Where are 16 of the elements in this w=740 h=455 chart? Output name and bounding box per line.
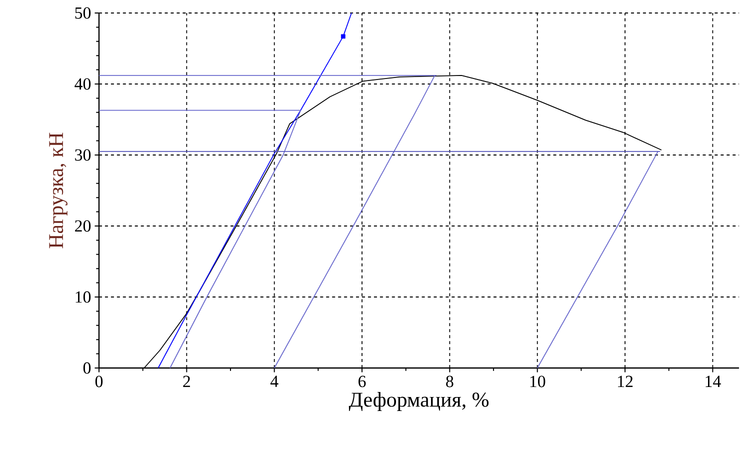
x-tick-label: 0 bbox=[95, 376, 103, 388]
y-tick-label: 40 bbox=[74, 78, 91, 90]
x-tick-label: 12 bbox=[618, 376, 633, 387]
y-tick-label: 20 bbox=[75, 220, 91, 232]
x-tick-label: 4 bbox=[270, 376, 278, 387]
x-axis-title: Деформация, % bbox=[348, 392, 489, 412]
x-tick-label: 10 bbox=[530, 376, 546, 388]
y-axis-title: Нагрузка, кН bbox=[49, 132, 68, 248]
y-tick-label: 0 bbox=[83, 362, 91, 374]
y-tick-label: 30 bbox=[75, 149, 91, 161]
x-tick-label: 8 bbox=[446, 376, 454, 388]
x-tick-label: 2 bbox=[183, 376, 190, 387]
x-tick-label: 14 bbox=[706, 376, 721, 387]
y-tick-label: 50 bbox=[75, 7, 91, 19]
y-tick-label: 10 bbox=[76, 291, 91, 303]
x-tick-label: 6 bbox=[358, 376, 366, 388]
